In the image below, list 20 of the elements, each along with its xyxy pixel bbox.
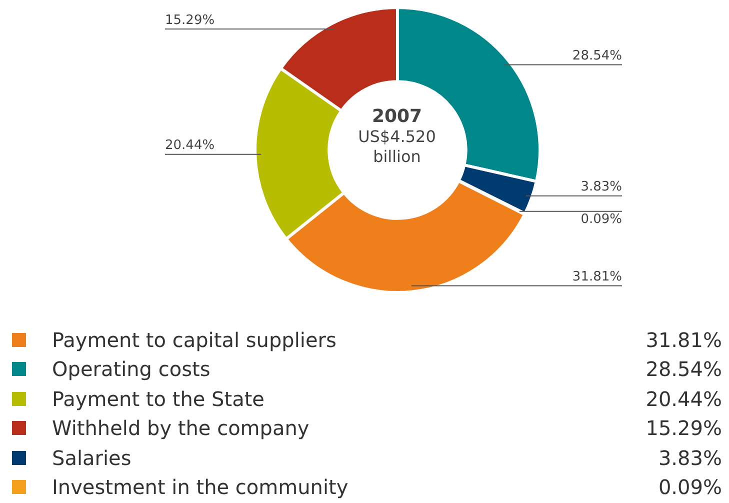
text: 3.83% bbox=[658, 446, 722, 470]
text: 15.29% bbox=[646, 416, 722, 440]
legend-label: Operating costs bbox=[52, 357, 212, 382]
legend-label: Investment in the community bbox=[52, 475, 350, 500]
legend-label: Payment to capital suppliers bbox=[52, 328, 338, 352]
legend-label: Salaries bbox=[52, 446, 132, 470]
text: 0.09% bbox=[658, 475, 722, 500]
data-label: 15.29% bbox=[165, 12, 215, 28]
data-label: 0.09% bbox=[580, 212, 622, 228]
text: 20.44% bbox=[646, 386, 722, 411]
data-label: 31.81% bbox=[572, 270, 622, 285]
legend-label: Payment to the State bbox=[52, 386, 266, 411]
text: 28.54% bbox=[646, 357, 722, 382]
data-label: 28.54% bbox=[572, 48, 622, 64]
text: 2007 bbox=[370, 106, 424, 127]
data-label: 3.83% bbox=[580, 180, 622, 195]
text: US$4.520 billion bbox=[357, 127, 437, 167]
text: 31.81% bbox=[646, 328, 722, 352]
legend-label: Withheld by the company bbox=[52, 416, 310, 440]
data-label: 20.44% bbox=[165, 138, 215, 154]
